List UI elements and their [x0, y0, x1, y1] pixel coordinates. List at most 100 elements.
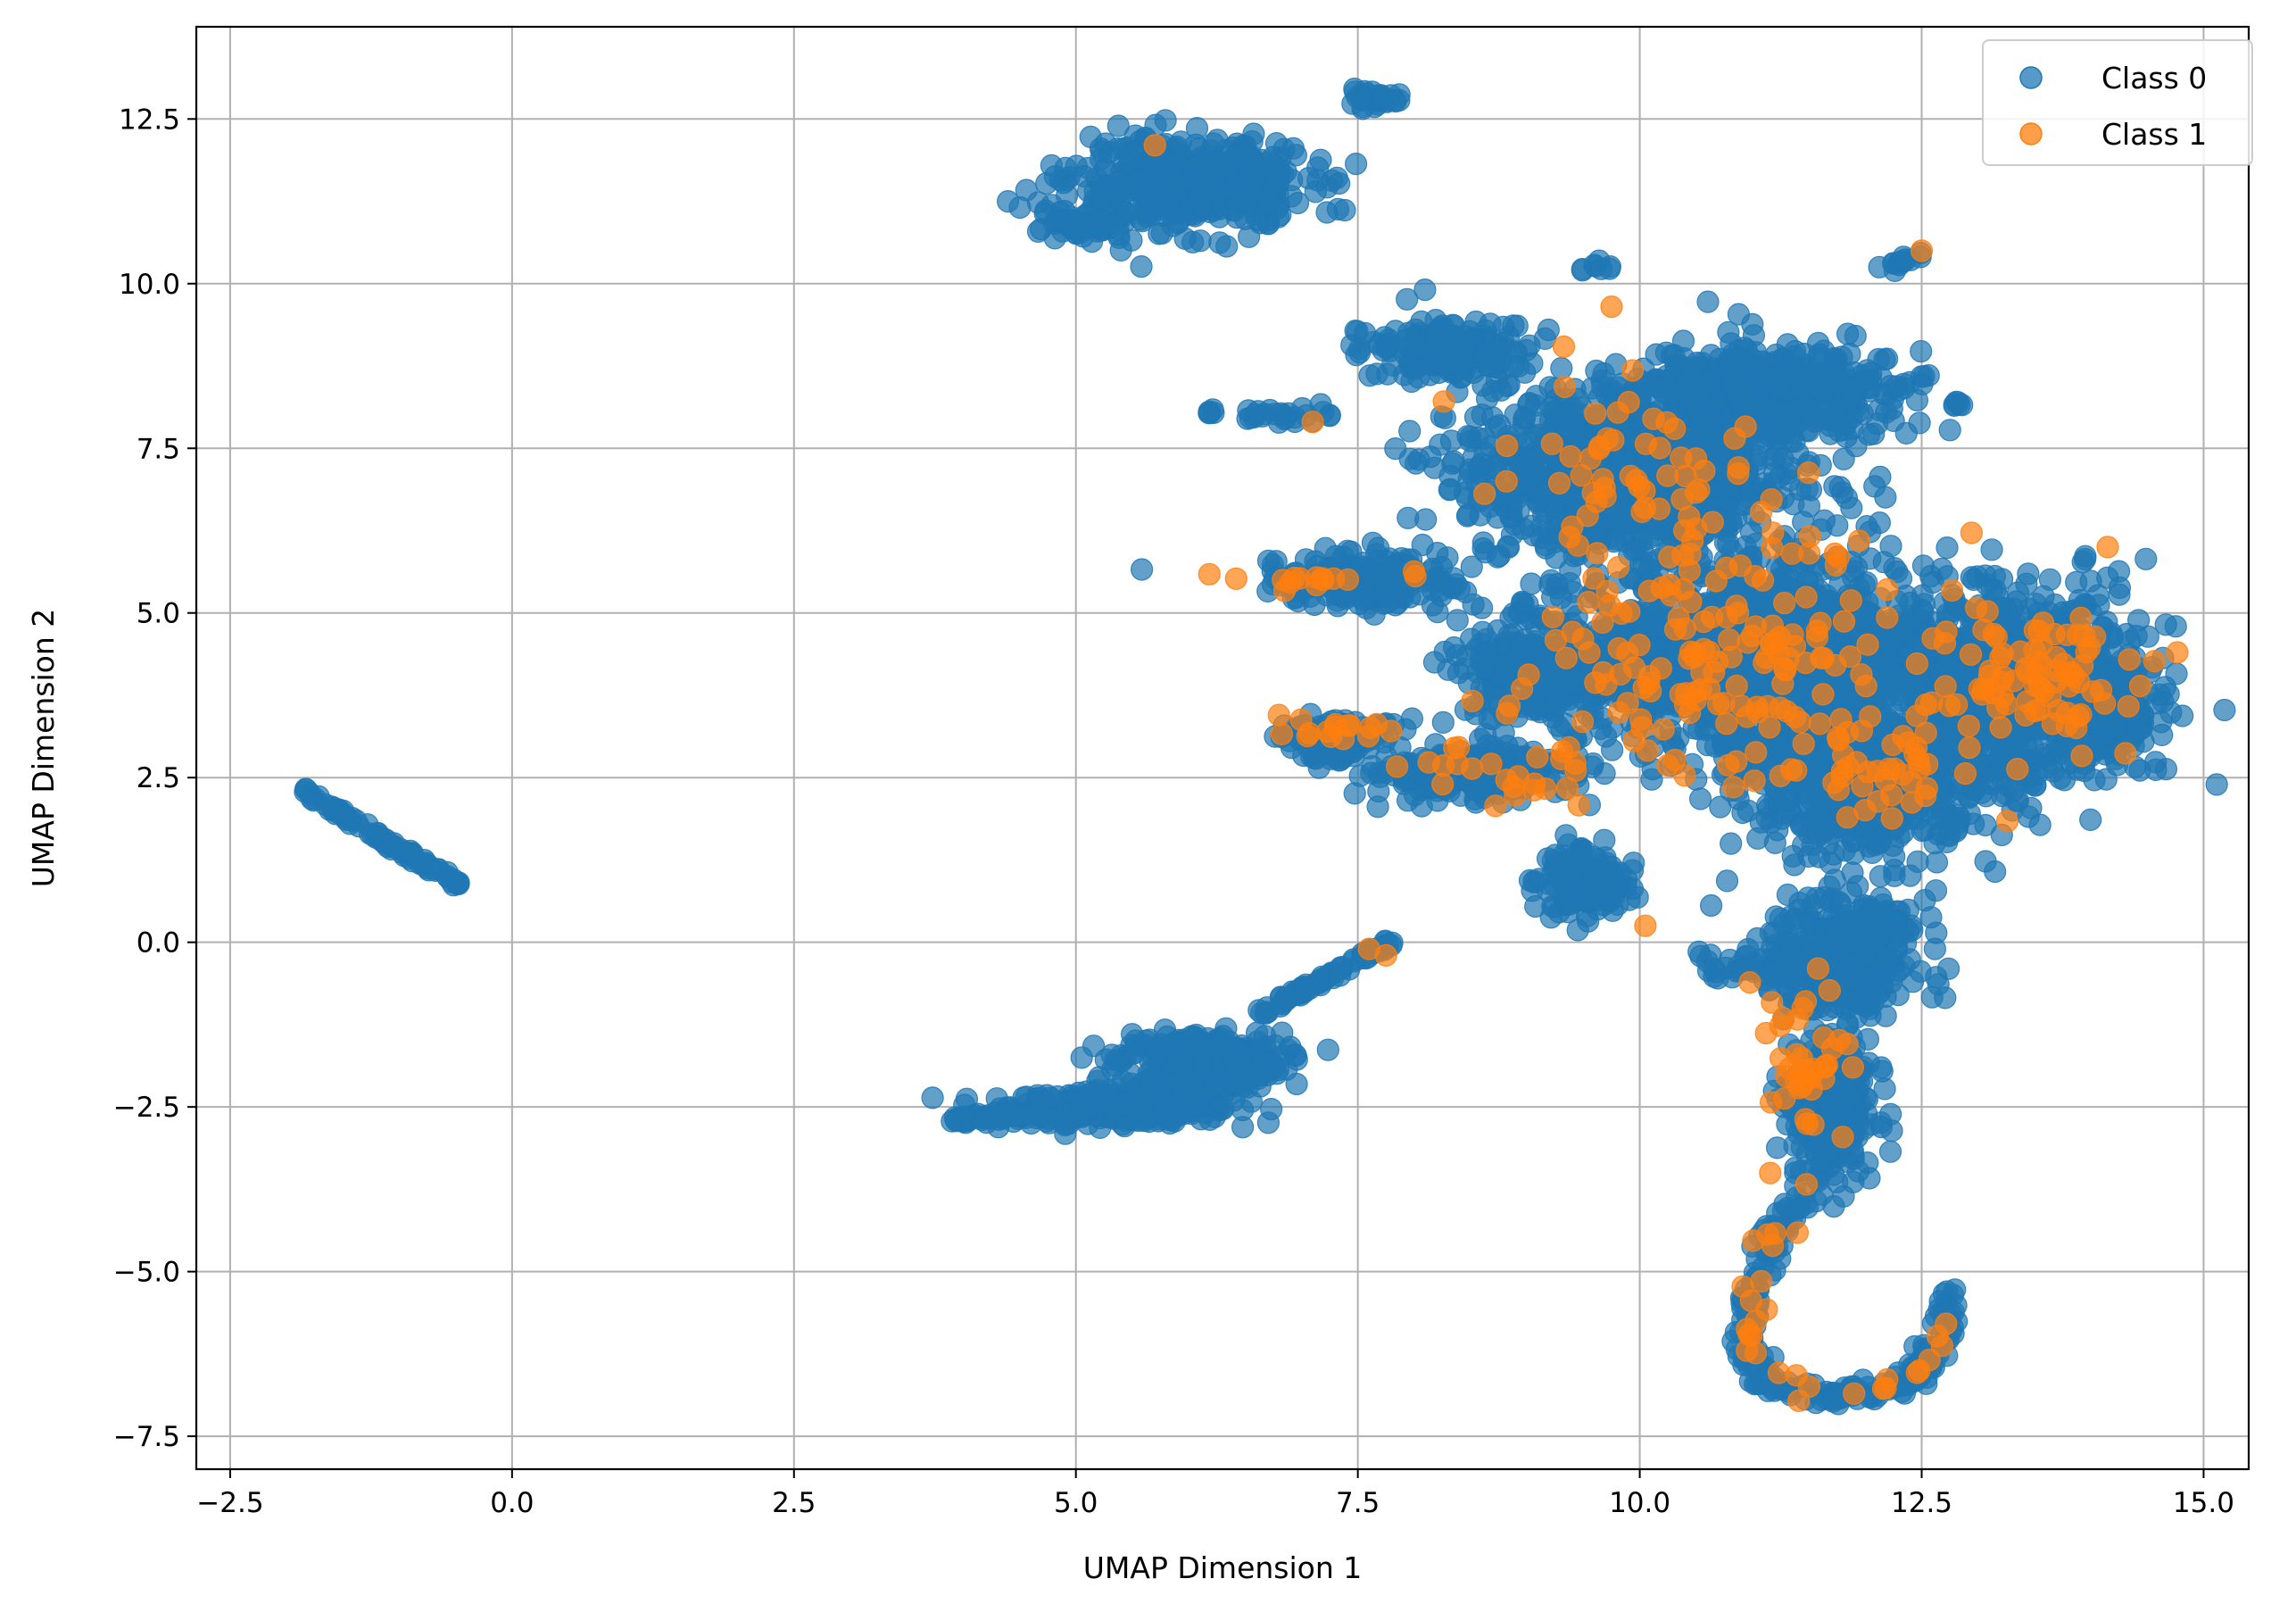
scatter-point [1688, 787, 1712, 810]
scatter-point [1980, 538, 2003, 561]
scatter-point [1717, 320, 1740, 344]
scatter-point [1189, 229, 1212, 253]
scatter-point [1405, 452, 1428, 475]
scatter-point [1713, 531, 1737, 554]
scatter-point [1585, 359, 1608, 383]
scatter-point [1113, 1114, 1136, 1138]
scatter-point [447, 872, 470, 895]
scatter-point [1191, 195, 1214, 219]
scatter-point [1908, 411, 1931, 435]
scatter-point [1231, 1052, 1254, 1076]
scatter-point [1695, 409, 1719, 432]
scatter-point [1037, 1107, 1060, 1130]
scatter-point [1463, 405, 1488, 428]
scatter-point [1828, 370, 1852, 393]
scatter-point [1459, 429, 1482, 453]
scatter-point [1259, 1097, 1283, 1121]
scatter-point [1876, 347, 1899, 370]
scatter-point [1190, 1053, 1214, 1077]
scatter-point [1507, 500, 1530, 523]
scatter-point [1762, 461, 1786, 486]
scatter-point [1660, 344, 1684, 367]
scatter-point [1438, 464, 1462, 488]
scatter-point [1880, 397, 1903, 420]
scatter-point [1264, 172, 1288, 195]
scatter-point [1245, 1021, 1269, 1044]
scatter-point [1143, 181, 1166, 204]
scatter-point [1170, 1080, 1193, 1103]
scatter-point [1161, 1032, 1184, 1055]
scatter-point [941, 1109, 964, 1133]
scatter-point [1439, 429, 1463, 453]
scatter-point [1088, 1066, 1111, 1089]
scatter-point [1414, 508, 1438, 531]
scatter-point [2213, 698, 2236, 722]
scatter-point [1643, 523, 1667, 547]
scatter-point [1123, 1041, 1147, 1065]
scatter-point [1309, 148, 1332, 171]
scatter-point [1874, 486, 1897, 509]
scatter-point [1349, 87, 1373, 111]
scatter-point [1328, 964, 1352, 987]
scatter-point [1274, 985, 1297, 1010]
scatter-point [1783, 345, 1806, 368]
scatter-point [1371, 87, 1394, 111]
scatter-point [2074, 547, 2097, 571]
scatter-point [1797, 378, 1821, 401]
scatter-point [1774, 400, 1797, 423]
scatter-point [417, 859, 441, 882]
scatter-point [1069, 1090, 1092, 1113]
scatter-point [2154, 613, 2177, 636]
scatter-point [1164, 179, 1187, 202]
scatter-point [366, 824, 389, 847]
scatter-point [1235, 189, 1258, 213]
scatter-point [1189, 170, 1213, 194]
scatter-point [1266, 1058, 1290, 1082]
scatter-point [1054, 156, 1077, 179]
scatter-point [1208, 231, 1231, 254]
scatter-point [1555, 402, 1579, 425]
scatter-point [1699, 893, 1723, 918]
scatter-point [1008, 195, 1032, 220]
scatter-point [1935, 536, 1959, 560]
scatter-point [1545, 546, 1568, 569]
scatter-point [1279, 1035, 1302, 1059]
scatter-point [1912, 365, 1935, 388]
scatter-point [1120, 1023, 1144, 1046]
scatter-point [294, 778, 319, 802]
scatter-point [1768, 377, 1791, 400]
scatter-point [1184, 133, 1207, 156]
scatter-point [1130, 255, 1153, 278]
scatter-point [1550, 357, 1573, 380]
scatter-point [1089, 174, 1113, 197]
scatter-point [1544, 500, 1568, 523]
scatter-point [980, 1107, 1003, 1130]
scatter-points [294, 77, 2236, 1416]
scatter-point [1328, 171, 1351, 195]
scatter-point [1002, 1103, 1026, 1126]
scatter-point [1513, 405, 1537, 429]
scatter-point [1246, 209, 1269, 232]
scatter-point [1838, 343, 1861, 366]
scatter-point [1140, 1057, 1164, 1080]
scatter-point [1869, 465, 1892, 489]
scatter-point [1879, 535, 1902, 558]
scatter-point [1468, 456, 1491, 479]
scatter-point [1100, 1043, 1123, 1067]
scatter-point [1398, 420, 1422, 443]
scatter-point [1231, 1116, 1255, 1139]
scatter-point [333, 804, 356, 827]
scatter-point [921, 1086, 944, 1109]
scatter-point [2134, 547, 2158, 570]
scatter-point [1755, 417, 1778, 440]
scatter-point [1089, 137, 1113, 161]
scatter-point [1154, 109, 1177, 132]
scatter-point [1743, 392, 1767, 415]
scatter-point [1486, 506, 1509, 529]
scatter-point [1696, 290, 1720, 313]
scatter-point [1856, 359, 1879, 382]
scatter-point [1171, 1052, 1194, 1076]
scatter-point [1344, 153, 1368, 176]
